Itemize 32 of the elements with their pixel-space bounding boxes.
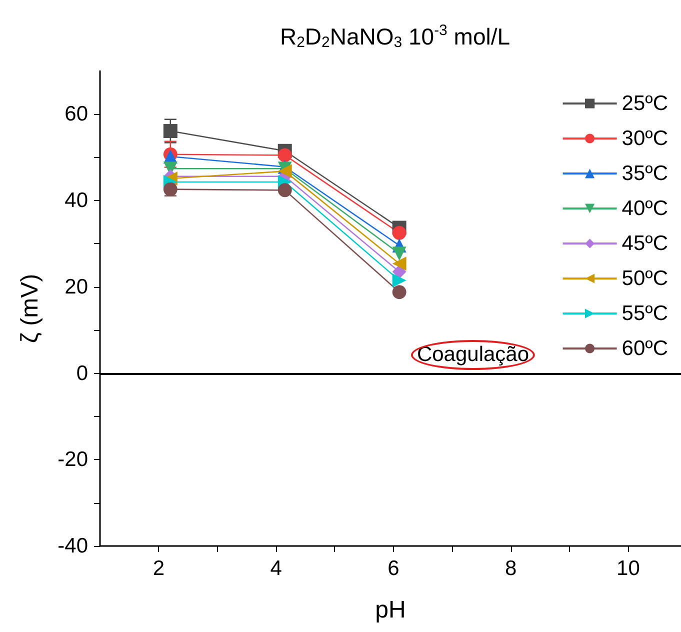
legend-label: 45ºC: [622, 232, 668, 255]
point: [392, 226, 406, 240]
y-tick-label: 0: [76, 362, 88, 385]
point: [163, 124, 178, 138]
y-tick-label: 20: [64, 275, 88, 298]
x-tick-label: 4: [270, 557, 282, 580]
legend-label: 60ºC: [622, 337, 668, 360]
legend-label: 55ºC: [622, 302, 668, 325]
x-tick-label: 2: [152, 557, 165, 580]
x-tick-label: 8: [504, 557, 517, 580]
point: [278, 183, 292, 198]
legend-label: 50ºC: [622, 267, 668, 290]
x-tick-label: 6: [388, 557, 400, 580]
point: [392, 256, 406, 271]
legend-label: 30ºC: [622, 127, 668, 150]
y-axis-title: ζ (mV): [16, 274, 44, 344]
point: [392, 273, 406, 288]
y-tick-label: -40: [58, 534, 88, 558]
legend-label: 40ºC: [622, 197, 668, 220]
legend-label: 25ºC: [622, 92, 668, 115]
x-tick-label: 10: [616, 557, 640, 580]
legend-label: 35ºC: [622, 162, 668, 185]
y-tick-label: 40: [64, 189, 88, 212]
point: [278, 148, 292, 162]
point: [163, 182, 178, 196]
y-tick-label: -20: [58, 448, 88, 472]
y-tick-label: 60: [64, 102, 88, 126]
x-axis-title: pH: [375, 596, 406, 624]
annotation: Coagulação: [416, 343, 530, 366]
point: [278, 164, 292, 178]
point: [392, 285, 406, 300]
point: [392, 246, 406, 261]
